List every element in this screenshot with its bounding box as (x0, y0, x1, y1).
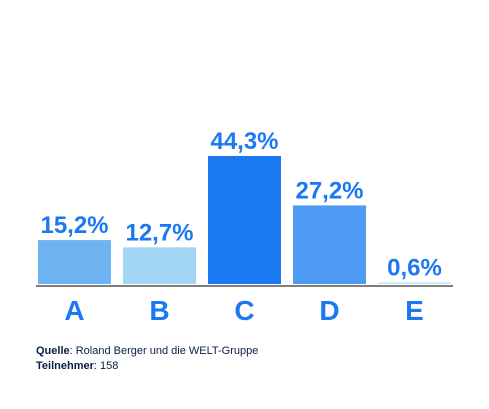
bar-d (293, 205, 366, 284)
value-label-d: 27,2% (295, 177, 363, 204)
participants-line: Teilnehmer: 158 (36, 359, 258, 374)
category-label-d: D (319, 295, 339, 326)
value-label-e: 0,6% (387, 254, 442, 281)
participants-label: Teilnehmer (36, 360, 94, 372)
bar-c (208, 156, 281, 284)
bar-e (378, 282, 451, 284)
source-note: Quelle: Roland Berger und die WELT-Grupp… (36, 344, 258, 374)
source-label: Quelle (36, 345, 70, 357)
value-labels-group: 15,2% 12,7% 44,3% 27,2% 0,6% (40, 128, 441, 281)
source-line: Quelle: Roland Berger und die WELT-Grupp… (36, 344, 258, 359)
bars-group (38, 156, 451, 284)
category-label-a: A (64, 295, 84, 326)
bar-b (123, 247, 196, 284)
value-label-a: 15,2% (40, 212, 108, 239)
source-text: : Roland Berger und die WELT-Gruppe (69, 345, 259, 357)
category-label-c: C (234, 295, 254, 326)
category-label-e: E (405, 295, 424, 326)
value-label-b: 12,7% (125, 219, 193, 246)
category-label-b: B (149, 295, 169, 326)
bar-a (38, 240, 111, 284)
category-labels-group: A B C D E (64, 295, 423, 326)
participants-text: : 158 (93, 360, 119, 372)
value-label-c: 44,3% (210, 128, 278, 155)
